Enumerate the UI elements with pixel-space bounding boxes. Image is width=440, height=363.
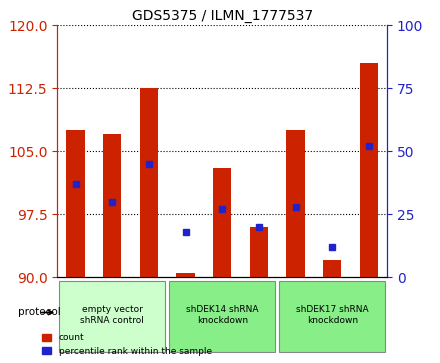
FancyBboxPatch shape bbox=[169, 281, 275, 352]
Title: GDS5375 / ILMN_1777537: GDS5375 / ILMN_1777537 bbox=[132, 9, 313, 23]
Bar bbox=[250, 227, 268, 277]
Bar bbox=[103, 134, 121, 277]
Bar bbox=[176, 273, 194, 277]
Bar bbox=[360, 63, 378, 277]
FancyBboxPatch shape bbox=[279, 281, 385, 352]
Bar bbox=[140, 88, 158, 277]
Bar bbox=[66, 130, 85, 277]
Text: empty vector
shRNA control: empty vector shRNA control bbox=[80, 305, 144, 325]
Text: shDEK17 shRNA
knockdown: shDEK17 shRNA knockdown bbox=[296, 305, 369, 325]
Bar bbox=[286, 130, 305, 277]
Bar bbox=[323, 260, 341, 277]
FancyBboxPatch shape bbox=[59, 281, 165, 352]
Bar bbox=[213, 168, 231, 277]
Text: shDEK14 shRNA
knockdown: shDEK14 shRNA knockdown bbox=[186, 305, 258, 325]
Legend: count, percentile rank within the sample: count, percentile rank within the sample bbox=[40, 331, 215, 359]
Text: protocol: protocol bbox=[18, 307, 60, 318]
